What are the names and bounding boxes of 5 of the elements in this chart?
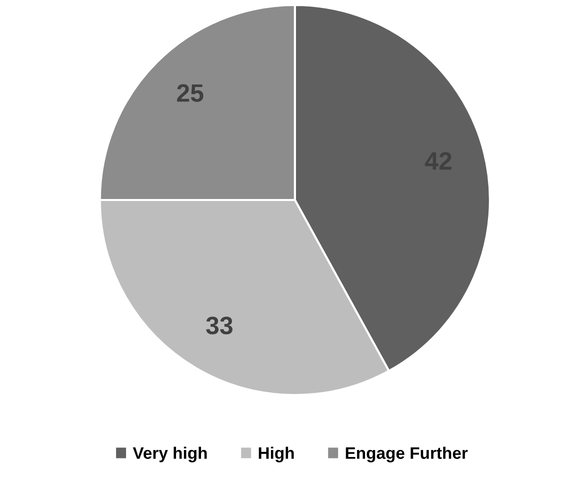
legend-label: High (258, 446, 294, 462)
data-label: 25 (177, 84, 204, 102)
data-label: 33 (206, 316, 232, 334)
legend-label: Engage Further (346, 446, 468, 462)
legend-label: Very high (132, 446, 207, 462)
